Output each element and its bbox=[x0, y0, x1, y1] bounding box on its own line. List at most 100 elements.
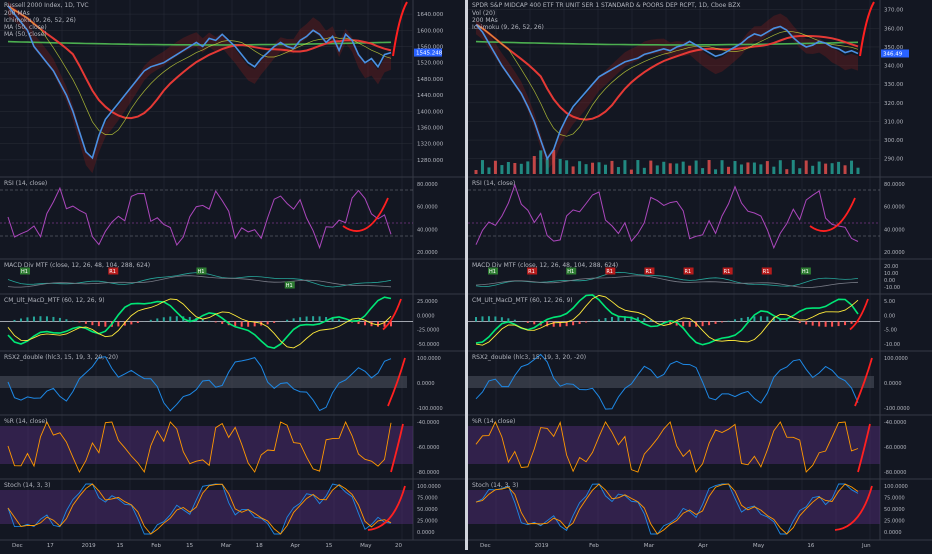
volume-bar bbox=[818, 162, 821, 174]
indicator-tick-label: 100.0000 bbox=[417, 356, 441, 362]
volume-bar bbox=[682, 162, 685, 174]
x-axis-label: 2019 bbox=[82, 543, 96, 549]
volume-bar bbox=[759, 164, 762, 174]
volume-bar bbox=[546, 159, 549, 174]
volume-bar bbox=[857, 168, 860, 174]
price-tick-label: 310.00 bbox=[884, 119, 904, 125]
price-badge: 1545.248 bbox=[416, 51, 443, 57]
panel-left-svg[interactable]: 1640.0001600.0001560.0001520.0001480.000… bbox=[0, 0, 465, 550]
volume-bar bbox=[500, 165, 503, 174]
price-tick-label: 1600.000 bbox=[417, 28, 444, 34]
macd-div-tag: R1 bbox=[763, 269, 770, 275]
volume-bar bbox=[772, 167, 775, 174]
x-axis-label: May bbox=[753, 543, 765, 549]
indicator-label: %R (14, close) bbox=[472, 418, 515, 425]
indicator-tick-label: 80.0000 bbox=[417, 182, 438, 188]
indicator-tick-label: 0.00 bbox=[884, 313, 895, 319]
price-tick-label: 1400.000 bbox=[417, 109, 444, 115]
volume-bar bbox=[721, 160, 724, 174]
volume-bar bbox=[598, 162, 601, 174]
volume-bar bbox=[585, 164, 588, 174]
indicator-tick-label: -10.00 bbox=[884, 342, 900, 348]
volume-bar bbox=[507, 162, 510, 174]
price-tick-label: 1480.000 bbox=[417, 77, 444, 83]
macd-div-tag: H1 bbox=[286, 283, 293, 289]
indicator-label: CM_Ult_MacD_MTF (60, 12, 26, 9) bbox=[472, 297, 573, 304]
price-tick-label: 290.00 bbox=[884, 157, 904, 163]
x-axis-label: 16 bbox=[807, 543, 814, 549]
indicator-tick-label: -10.00 bbox=[884, 285, 900, 291]
indicator-tick-label: 25.0000 bbox=[884, 519, 905, 525]
volume-bar bbox=[695, 161, 698, 174]
indicator-tick-label: -50.0000 bbox=[417, 342, 439, 348]
volume-bar bbox=[526, 161, 529, 174]
indicator-tick-label: 100.0000 bbox=[417, 484, 441, 490]
indicator-tick-label: 60.0000 bbox=[417, 205, 438, 211]
indicator-tick-label: 0.0000 bbox=[884, 381, 902, 387]
indicator-tick-label: 0.00 bbox=[884, 278, 895, 284]
volume-bar bbox=[578, 161, 581, 174]
legend-entry: Vol (20) bbox=[472, 10, 495, 17]
indicator-label: MACD Div MTF (close, 12, 26, 48, 104, 28… bbox=[4, 262, 150, 269]
price-badge: 346.49 bbox=[883, 51, 903, 57]
indicator-tick-label: 60.0000 bbox=[884, 205, 905, 211]
indicator-label: %R (14, close) bbox=[4, 418, 47, 425]
legend-entry: Ichimoku (9, 26, 52, 26) bbox=[472, 24, 544, 31]
indicator-tick-label: -25.0000 bbox=[417, 328, 439, 334]
indicator-tick-label: 50.0000 bbox=[417, 507, 438, 513]
macd-div-tag: R1 bbox=[724, 269, 731, 275]
x-axis-label: Mar bbox=[221, 543, 232, 549]
indicator-label: MACD Div MTF (close, 12, 26, 48, 104, 28… bbox=[472, 262, 618, 269]
volume-bar bbox=[675, 164, 678, 174]
indicator-tick-label: 75.0000 bbox=[417, 496, 438, 502]
indicator-tick-label: 75.0000 bbox=[884, 496, 905, 502]
price-tick-label: 330.00 bbox=[884, 82, 904, 88]
indicator-tick-label: 50.0000 bbox=[884, 507, 905, 513]
macd-div-tag: H1 bbox=[802, 269, 809, 275]
price-tick-label: 1440.000 bbox=[417, 93, 444, 99]
volume-bar bbox=[487, 167, 490, 174]
volume-bar bbox=[643, 168, 646, 174]
price-tick-label: 1520.000 bbox=[417, 61, 444, 67]
price-tick-label: 360.00 bbox=[884, 26, 904, 32]
indicator-tick-label: 0.0000 bbox=[417, 530, 435, 536]
price-tick-label: 320.00 bbox=[884, 101, 904, 107]
volume-bar bbox=[837, 162, 840, 174]
x-axis-label: 20 bbox=[395, 543, 402, 549]
indicator-tick-label: -40.0000 bbox=[884, 420, 906, 426]
volume-bar bbox=[636, 160, 639, 174]
indicator-tick-label: 20.0000 bbox=[884, 250, 905, 256]
volume-bar bbox=[649, 161, 652, 174]
panel-right-svg[interactable]: 370.00360.00350.00340.00330.00320.00310.… bbox=[468, 0, 932, 550]
price-tick-label: 300.00 bbox=[884, 138, 904, 144]
indicator-tick-label: -60.0000 bbox=[884, 445, 906, 451]
volume-bar bbox=[824, 164, 827, 174]
macd-div-tag: H1 bbox=[21, 269, 28, 275]
volume-bar bbox=[701, 168, 704, 174]
indicator-tick-label: 25.0000 bbox=[417, 519, 438, 525]
indicator-tick-label: 20.0000 bbox=[417, 250, 438, 256]
volume-bar bbox=[539, 150, 542, 174]
indicator-label: RSX2_double (hlc3, 15, 19, 3, 20, -20) bbox=[4, 354, 118, 361]
volume-bar bbox=[850, 161, 853, 174]
indicator-tick-label: 40.0000 bbox=[417, 227, 438, 233]
volume-bar bbox=[533, 156, 536, 174]
volume-bar bbox=[785, 169, 788, 174]
indicator-tick-label: -5.00 bbox=[884, 328, 897, 334]
price-tick-label: 1640.000 bbox=[417, 12, 444, 18]
macd-div-tag: R1 bbox=[645, 269, 652, 275]
volume-bar bbox=[766, 161, 769, 174]
indicator-tick-label: 0.0000 bbox=[884, 530, 902, 536]
legend-entry: MA (50, close) bbox=[4, 24, 47, 31]
volume-bar bbox=[662, 162, 665, 174]
volume-bar bbox=[494, 161, 497, 174]
macd-div-tag: R1 bbox=[528, 269, 535, 275]
volume-bar bbox=[604, 165, 607, 174]
indicator-tick-label: 5.00 bbox=[884, 299, 895, 305]
volume-bar bbox=[481, 160, 484, 174]
volume-bar bbox=[669, 163, 672, 174]
price-tick-label: 340.00 bbox=[884, 64, 904, 70]
